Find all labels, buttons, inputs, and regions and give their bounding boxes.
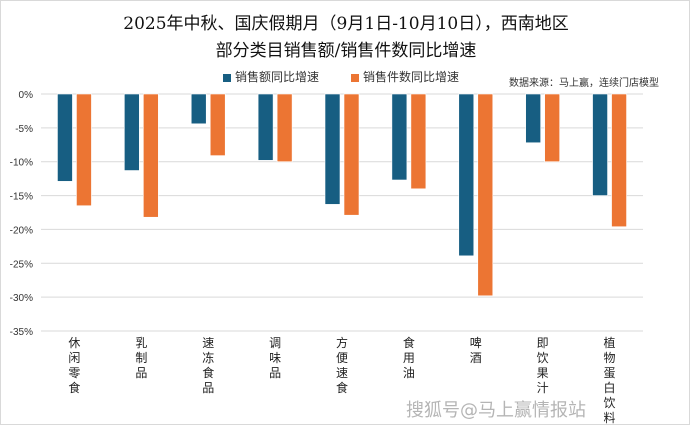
bar-units (544, 93, 560, 163)
bar-sales (57, 93, 73, 182)
bar-units (410, 93, 427, 190)
bar-units (143, 93, 159, 218)
bar-units (276, 93, 293, 163)
y-tick-label: -25% (10, 259, 33, 270)
bar-sales (324, 93, 341, 205)
bar-sales (391, 93, 408, 181)
bar-sales (592, 93, 608, 196)
x-tick-label: 啤酒 (470, 335, 482, 365)
x-tick-label: 方便速食 (336, 335, 348, 395)
legend-item-sales: 销售额同比增速 (223, 68, 319, 85)
legend-item-units: 销售件数同比增速 (351, 68, 459, 85)
watermark: 搜狐号@马上赢情报站 (406, 400, 586, 421)
y-tick-label: -35% (10, 327, 33, 338)
y-tick-label: -30% (10, 293, 33, 304)
y-tick-label: -5% (15, 124, 33, 135)
y-tick-label: -20% (10, 225, 33, 236)
chart-subtitle: 部分类目销售额/销售件数同比增速 (215, 41, 477, 61)
bar-sales (257, 93, 274, 161)
x-tick-label: 食用油 (403, 335, 415, 380)
y-tick-label: 0% (19, 90, 34, 101)
legend-swatch (223, 73, 231, 82)
legend-label: 销售件数同比增速 (363, 70, 460, 84)
x-tick-label: 调味品 (269, 336, 281, 380)
chart-title: 2025年中秋、国庆假期月（9月1日-10月10日），西南地区 (123, 14, 569, 34)
data-source: 数据来源：马上赢，连续门店模型 (509, 78, 659, 89)
bar-units (477, 93, 494, 297)
legend-label: 销售额同比增速 (235, 70, 320, 84)
legend-swatch (351, 73, 359, 82)
y-tick-label: -15% (10, 192, 33, 203)
x-tick-label: 即饮果汁 (537, 336, 549, 395)
x-tick-label: 速冻食品 (202, 336, 214, 395)
bar-units (76, 93, 92, 207)
bar-sales (124, 93, 140, 171)
bar-units (343, 93, 360, 216)
x-tick-label: 植物蛋白饮料 (604, 335, 616, 425)
bar-units (611, 93, 627, 228)
x-tick-label: 休闲零食 (68, 336, 80, 395)
x-tick-label: 乳制品 (135, 336, 147, 380)
bar-units (209, 93, 226, 156)
y-tick-label: -10% (10, 158, 33, 169)
bar-sales (458, 93, 475, 257)
bar-sales (190, 93, 207, 125)
bar-sales (525, 93, 541, 144)
